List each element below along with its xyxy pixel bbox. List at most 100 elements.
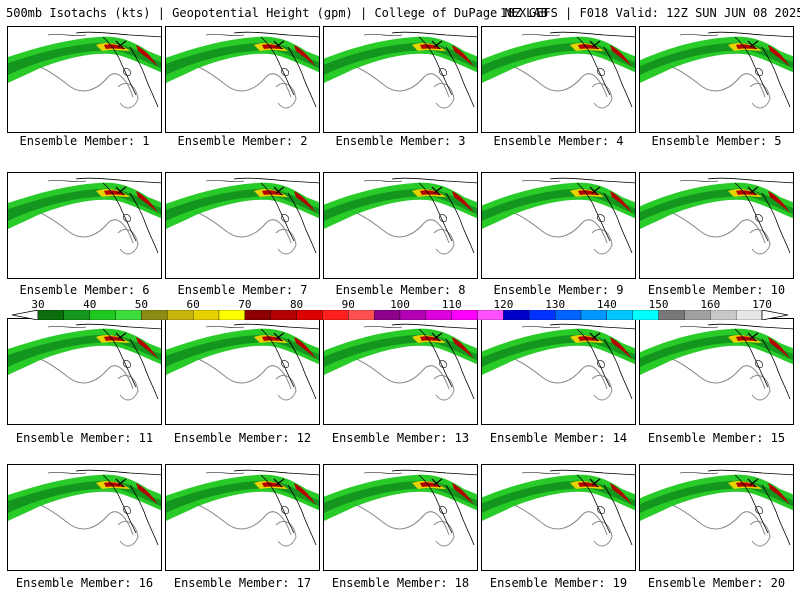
member-label-9: Ensemble Member: 9 <box>493 283 624 297</box>
colorbar-bin <box>141 310 168 320</box>
member-label-13: Ensemble Member: 13 <box>331 431 470 445</box>
colorbar-tick-label: 130 <box>545 298 566 311</box>
colorbar-tick-label: 60 <box>186 298 200 311</box>
colorbar-bin <box>270 310 297 320</box>
colorbar-tick-label: 40 <box>83 298 97 311</box>
member-label-5: Ensemble Member: 5 <box>651 134 782 148</box>
member-panel-5 <box>639 26 794 133</box>
member-panel-15 <box>639 318 794 425</box>
member-panel-2 <box>165 26 320 133</box>
map-plot <box>8 31 161 109</box>
colorbar-bin <box>451 310 478 320</box>
colorbar-bin <box>192 310 220 320</box>
map-plot <box>640 469 793 547</box>
map-plot <box>324 323 477 401</box>
colorbar-bin <box>503 310 530 320</box>
map-plot <box>482 323 635 401</box>
colorbar-tick-label: 90 <box>341 298 355 311</box>
colorbar-bin <box>89 310 116 320</box>
colorbar-tick-label: 160 <box>700 298 721 311</box>
colorbar-bin <box>373 310 401 320</box>
colorbar-tick-label: 70 <box>238 298 252 311</box>
member-panel-3 <box>323 26 478 133</box>
map-plot <box>482 469 635 547</box>
member-panel-11 <box>7 318 162 425</box>
colorbar-bin <box>37 310 65 320</box>
member-label-10: Ensemble Member: 10 <box>647 283 786 297</box>
member-panel-6 <box>7 172 162 279</box>
colorbar-bin <box>477 310 504 320</box>
map-plot <box>324 31 477 109</box>
member-panel-20 <box>639 464 794 571</box>
member-panel-16 <box>7 464 162 571</box>
member-label-3: Ensemble Member: 3 <box>335 134 466 148</box>
colorbar-bin <box>658 310 685 320</box>
member-label-14: Ensemble Member: 14 <box>489 431 628 445</box>
colorbar-bin <box>580 310 608 320</box>
member-label-2: Ensemble Member: 2 <box>177 134 308 148</box>
header: 500mb Isotachs (kts) | Geopotential Heig… <box>0 0 800 26</box>
colorbar-bin <box>606 310 633 320</box>
product-title: 500mb Isotachs (kts) | Geopotential Heig… <box>6 6 548 20</box>
colorbar-bin <box>735 310 763 320</box>
member-label-16: Ensemble Member: 16 <box>15 576 154 590</box>
member-panel-9 <box>481 172 636 279</box>
member-panel-19 <box>481 464 636 571</box>
colorbar-bin <box>63 310 90 320</box>
member-panel-7 <box>165 172 320 279</box>
map-plot <box>166 177 319 255</box>
colorbar-tick-label: 110 <box>441 298 462 311</box>
colorbar-bin <box>322 310 349 320</box>
colorbar-tick-label: 170 <box>752 298 772 311</box>
colorbar-bin <box>399 310 427 320</box>
colorbar-tick-label: 30 <box>31 298 45 311</box>
colorbar-bin <box>167 310 194 320</box>
colorbar-tick-label: 50 <box>134 298 149 311</box>
member-label-17: Ensemble Member: 17 <box>173 576 312 590</box>
colorbar-bin <box>529 310 556 320</box>
colorbar-bin <box>296 310 323 320</box>
map-plot <box>640 31 793 109</box>
colorbar: 30 40 50 60 70 80 90 100 110 120 130 140 150 160 170 <box>12 298 788 322</box>
member-panel-14 <box>481 318 636 425</box>
colorbar-bin <box>554 310 582 320</box>
member-panel-8 <box>323 172 478 279</box>
member-label-8: Ensemble Member: 8 <box>335 283 466 297</box>
member-panel-12 <box>165 318 320 425</box>
member-panel-17 <box>165 464 320 571</box>
colorbar-tick-label: 150 <box>648 298 669 311</box>
colorbar-bin <box>115 310 142 320</box>
member-panel-4 <box>481 26 636 133</box>
colorbar-bin <box>684 310 711 320</box>
colorbar-bin <box>348 310 375 320</box>
colorbar-bin <box>710 310 737 320</box>
colorbar-tick-label: 80 <box>289 298 304 311</box>
map-plot <box>640 177 793 255</box>
colorbar-tick-label: 100 <box>390 298 410 311</box>
colorbar-bin <box>632 310 659 320</box>
member-panel-13 <box>323 318 478 425</box>
colorbar-strip <box>12 310 788 320</box>
member-panel-1 <box>7 26 162 133</box>
colorbar-tick-label: 140 <box>596 298 617 311</box>
map-plot <box>8 469 161 547</box>
map-plot <box>324 469 477 547</box>
member-panel-18 <box>323 464 478 571</box>
member-label-4: Ensemble Member: 4 <box>493 134 624 148</box>
member-label-1: Ensemble Member: 1 <box>19 134 150 148</box>
map-plot <box>166 31 319 109</box>
map-plot <box>324 177 477 255</box>
map-plot <box>482 177 635 255</box>
member-label-12: Ensemble Member: 12 <box>173 431 312 445</box>
member-panel-10 <box>639 172 794 279</box>
member-label-18: Ensemble Member: 18 <box>331 576 470 590</box>
map-plot <box>640 323 793 401</box>
colorbar-bin <box>425 310 452 320</box>
map-plot <box>8 177 161 255</box>
map-plot <box>166 469 319 547</box>
member-label-7: Ensemble Member: 7 <box>177 283 308 297</box>
map-plot <box>8 323 161 401</box>
member-label-19: Ensemble Member: 19 <box>489 576 628 590</box>
run-valid-time: 18Z GEFS | F018 Valid: 12Z SUN JUN 08 20… <box>500 6 800 20</box>
member-label-11: Ensemble Member: 11 <box>15 431 154 445</box>
